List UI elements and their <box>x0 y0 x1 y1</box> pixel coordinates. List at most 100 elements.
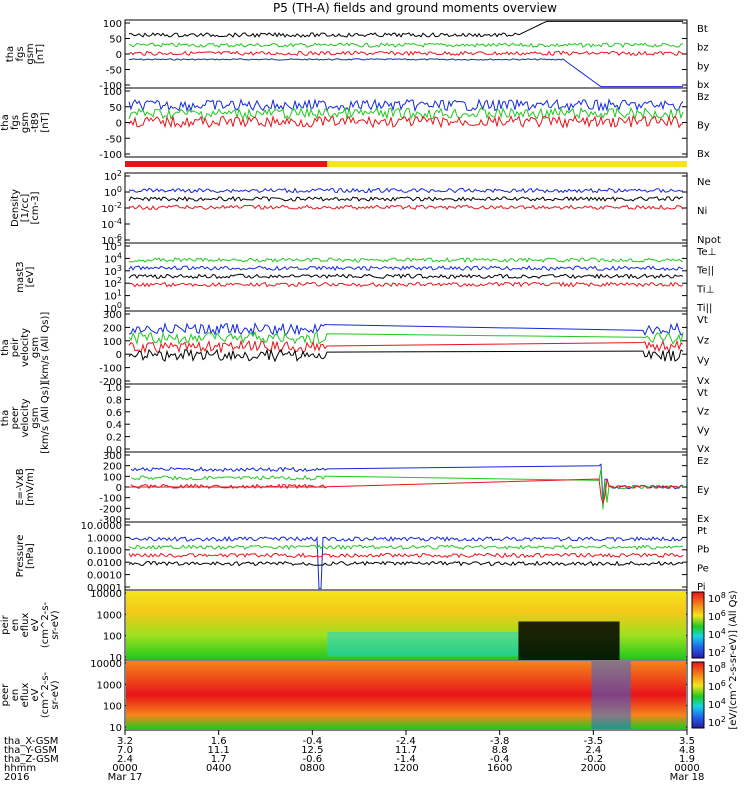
y-tick-label: 100 <box>103 472 122 483</box>
panel-fgs_gsm: 100 50 0 -50 -100 tha fgs gsm [nT] Bt bz by bx <box>5 19 709 92</box>
colorbar-tick-label: 102 <box>708 645 726 659</box>
colorbar-label: [eV/(cm^2-s-sr-eV)] (All Qs) <box>728 590 739 729</box>
heatmap-dark-region <box>518 621 620 660</box>
legend-Ez: Ez <box>697 456 709 467</box>
y-axis-label: gsm <box>30 337 41 358</box>
x-row-value: -3.5 <box>584 736 604 747</box>
y-axis-label: [nT] <box>40 112 51 132</box>
y-tick-label: 200 <box>103 462 122 473</box>
x-row-value: -0.4 <box>303 736 323 747</box>
y-tick-label: -100 <box>99 150 122 161</box>
trace-group <box>129 463 684 510</box>
colorbar-tick-label: 102 <box>708 715 726 729</box>
trace-group <box>128 20 684 88</box>
y-tick-label: 1000 <box>97 680 122 691</box>
y-tick-label: 0.6 <box>106 408 122 419</box>
y-axis-label: fgs <box>10 115 21 130</box>
legend-Vt: Vt <box>697 388 708 399</box>
colorbar-tick-label: 106 <box>708 609 726 623</box>
y-axis-label: [km/s (All Qs)] <box>40 312 51 384</box>
y-tick-label: 0 <box>116 483 122 494</box>
y-tick-label: 0.1000 <box>87 546 122 557</box>
y-tick-label: -100 <box>99 494 122 505</box>
legend-Pi: Pi <box>697 582 706 593</box>
legend-Te||: Te|| <box>696 266 714 277</box>
trace-Vy <box>128 330 684 346</box>
legend-Ne: Ne <box>697 177 711 188</box>
legend-Ti⊥: Ti⊥ <box>696 284 714 295</box>
legend-Ni: Ni <box>697 206 707 217</box>
legend-Vz: Vz <box>697 407 709 418</box>
colorbar-tick-label: 104 <box>708 697 726 711</box>
y-tick-label: 0 <box>116 119 122 130</box>
panel-frame <box>124 383 688 453</box>
trace-By <box>128 106 684 121</box>
y-tick-label: 100 <box>103 632 122 643</box>
trace-Te|| <box>128 273 684 280</box>
y-axis-label: gsm <box>30 407 41 428</box>
legend-Vx: Vx <box>697 444 710 455</box>
y-tick-label: 100 <box>103 337 122 348</box>
y-axis-label: [nT] <box>35 44 46 64</box>
x-row-value: 3.5 <box>679 736 695 747</box>
y-axis-label: tha <box>0 339 11 355</box>
legend-Vz: Vz <box>697 335 709 346</box>
y-tick-label: -50 <box>106 66 122 77</box>
colorbar <box>691 661 705 729</box>
x-row-label: tha_Z-GSM <box>4 754 59 765</box>
x-row-value: -0.4 <box>490 754 510 765</box>
panel-frame <box>124 310 688 385</box>
legend-Pb: Pb <box>697 545 709 556</box>
y-tick-label: 0 <box>116 50 122 61</box>
colorbar-tick-label: 108 <box>708 661 726 675</box>
x-start-date: Mar 17 <box>108 772 143 783</box>
trace-group <box>128 535 684 590</box>
y-axis-label: en <box>10 689 21 702</box>
x-row-value: 0000 <box>112 763 137 774</box>
x-row-label: hhmm <box>4 763 36 774</box>
trace-group <box>128 98 684 129</box>
y-axis-label: gsm <box>25 43 36 64</box>
x-row-value: 7.0 <box>117 745 133 756</box>
y-tick-label: 0.8 <box>106 395 122 406</box>
trace-Vz <box>128 339 684 354</box>
status-bar-red <box>125 161 328 167</box>
y-axis-label: en <box>10 619 21 632</box>
y-axis-label: tha <box>0 410 11 426</box>
y-tick-label: 10 <box>109 653 122 664</box>
x-row-value: 1200 <box>393 763 418 774</box>
x-year: 2016 <box>4 772 29 783</box>
legend-by: by <box>697 61 709 72</box>
y-axis-label: peer <box>10 406 21 430</box>
x-row-value: -0.2 <box>584 754 604 765</box>
panel-peer_eflux: 10000 1000 100 10 thapeerenefluxeV(cm^2-s-sr… <box>0 659 726 734</box>
legend-By: By <box>697 121 710 132</box>
x-row-value: 0400 <box>206 763 231 774</box>
y-axis-label: velocity <box>20 328 31 367</box>
y-tick-label: 0.0010 <box>87 571 122 582</box>
y-tick-label: 10 <box>109 723 122 734</box>
y-tick-label: -50 <box>106 134 122 145</box>
y-tick-label: -200 <box>99 377 122 388</box>
y-axis-label: [nPa] <box>25 543 36 569</box>
y-axis-label: Pressure <box>15 535 26 578</box>
y-tick-label: 0.0100 <box>87 558 122 569</box>
trace-Npot <box>128 187 684 194</box>
legend-Pe: Pe <box>697 563 709 574</box>
x-row-value: 2.4 <box>117 754 133 765</box>
y-axis-label: [mV/m] <box>25 468 36 506</box>
x-row-value: 1.6 <box>211 736 227 747</box>
x-row-value: 11.1 <box>208 745 230 756</box>
panel-peer_velocity: 1.00.8 0.60.4 0.20.0 tha peer velocity gsm [km/… <box>0 382 710 456</box>
trace-Vt <box>128 348 684 363</box>
colorbar-tick-label: 108 <box>708 591 726 605</box>
legend-Pt: Pt <box>697 526 707 537</box>
y-tick-label: 10000 <box>90 659 122 670</box>
panel-frame <box>124 19 688 89</box>
y-tick-label: 50 <box>109 35 122 46</box>
legend-Vy: Vy <box>697 425 710 436</box>
y-tick-label: 50 <box>109 103 122 114</box>
y-tick-label: 300 <box>103 451 122 462</box>
x-row-value: 3.2 <box>117 736 133 747</box>
